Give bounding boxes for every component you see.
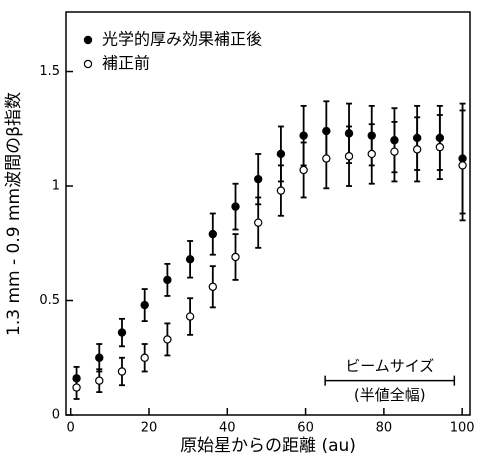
- point: [140, 300, 149, 310]
- point: [163, 275, 172, 285]
- point: [435, 142, 445, 152]
- point: [231, 202, 240, 211]
- legend-label: 補正前: [102, 54, 150, 73]
- legend-marker: [83, 35, 93, 45]
- point: [299, 165, 308, 175]
- y-tick-label: 1.5: [39, 64, 60, 79]
- y-axis-label: 1.3 mm - 0.9 mm波間のβ指数: [4, 92, 24, 336]
- x-tick-label: 20: [141, 421, 158, 436]
- x-axis-label: 原始星からの距離 (au): [180, 436, 356, 456]
- point: [140, 353, 149, 362]
- point: [299, 131, 308, 140]
- point: [117, 367, 127, 376]
- point: [276, 186, 286, 195]
- legend-label: 光学的厚み効果補正後: [102, 30, 262, 49]
- point: [72, 383, 81, 392]
- point: [231, 252, 240, 262]
- beam-sublabel: (半値全幅): [354, 386, 426, 404]
- point: [117, 328, 127, 337]
- point: [208, 282, 218, 291]
- x-tick-label: 100: [450, 421, 475, 436]
- point: [254, 174, 263, 184]
- point: [344, 152, 354, 161]
- point: [185, 255, 195, 264]
- y-tick-label: 0.5: [39, 293, 60, 308]
- point: [412, 145, 422, 154]
- point: [185, 312, 195, 321]
- beam-label: ビームサイズ: [345, 357, 434, 375]
- point: [95, 376, 104, 385]
- point: [95, 353, 104, 362]
- point: [254, 218, 263, 227]
- point: [163, 335, 172, 344]
- point: [458, 161, 467, 170]
- x-tick-label: 0: [67, 421, 75, 436]
- x-tick-label: 80: [376, 421, 393, 436]
- plot-frame: [65, 11, 471, 416]
- legend-marker: [83, 59, 93, 69]
- point: [390, 147, 399, 156]
- y-tick-label: 0: [52, 408, 60, 423]
- y-tick-label: 1: [52, 179, 60, 194]
- point: [322, 154, 331, 163]
- point: [276, 149, 286, 159]
- point: [208, 229, 218, 239]
- x-tick-label: 40: [219, 421, 236, 436]
- x-tick-label: 60: [297, 421, 314, 436]
- point: [367, 149, 376, 159]
